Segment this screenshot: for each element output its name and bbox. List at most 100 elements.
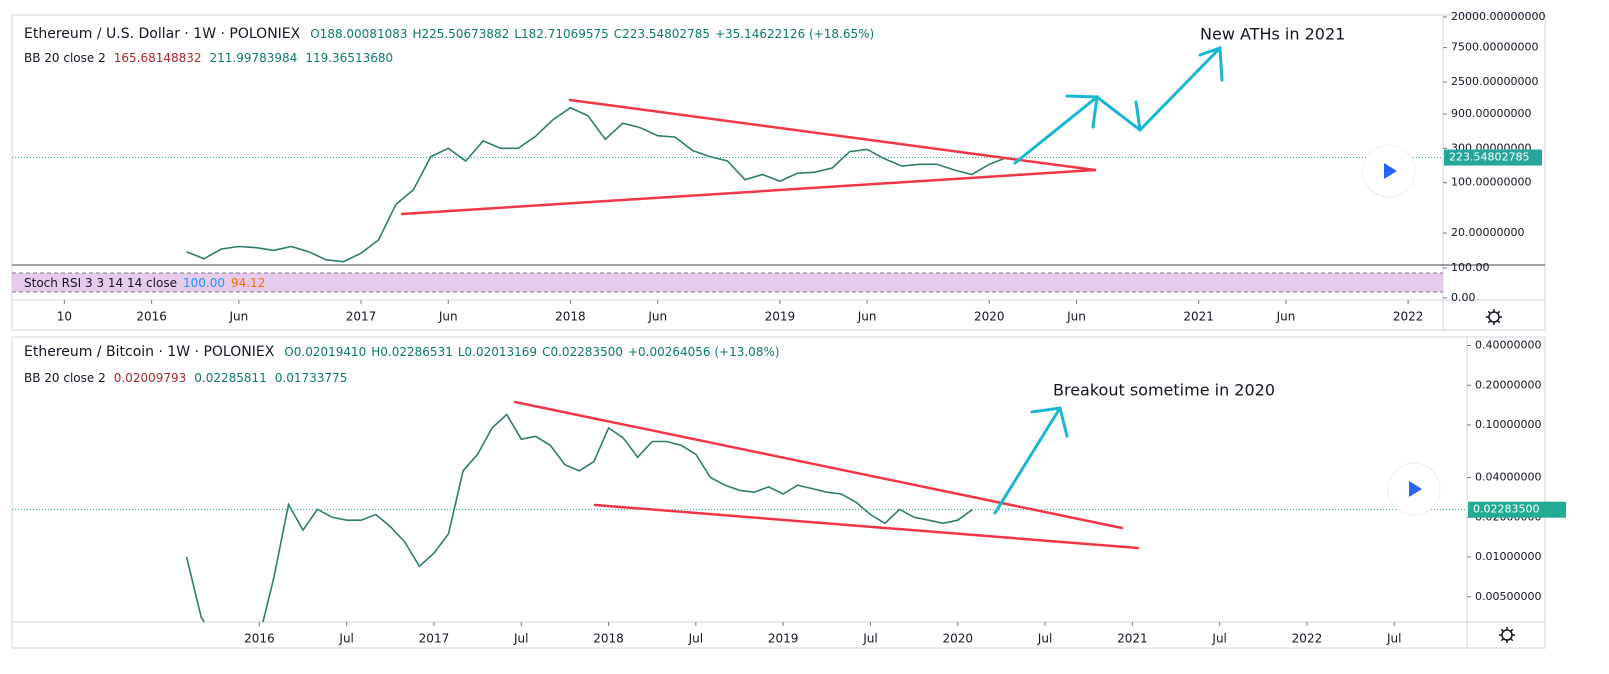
settings-button[interactable] [1499,627,1515,643]
oscillator-band [12,273,1443,292]
play-button[interactable] [1387,462,1441,516]
ohlc-value: O0.02019410 [284,345,366,359]
oscillator-name: Stoch RSI 3 3 14 14 close [24,276,177,290]
indicator-legend: BB 20 close 2 165.68148832 211.99783984 119… [24,51,393,65]
symbol-title: Ethereum / U.S. Dollar · 1W · POLONIEX [24,26,301,42]
x-tick-label: 2021 [1117,632,1148,646]
oscillator-value: 94.12 [231,276,265,290]
y-tick-label: 0.20000000 [1475,378,1541,391]
indicator-legend: BB 20 close 2 0.02009793 0.02285811 0.01733… [24,371,347,385]
indicator-value: 0.02009793 [114,371,187,385]
arrow-path [1013,46,1222,165]
x-tick-label: Jun [228,310,248,324]
ohlc-value: H0.02286531 [371,345,453,359]
y-tick-label: 900.00000000 [1451,107,1531,120]
x-tick-label: 2016 [244,632,275,646]
x-tick-label: Jul [513,632,528,646]
overlay: Stoch RSI 3 3 14 14 close 100.00 94.12223.… [24,26,1566,518]
x-tick-label: Jul [862,632,877,646]
oscillator-legend: Stoch RSI 3 3 14 14 close 100.00 94.12 [24,276,265,290]
ohlc-value: C0.02283500 [542,345,623,359]
last-value-badge [1468,501,1566,518]
x-tick-label: Jun [647,310,667,324]
indicator-name: BB 20 close 2 [24,51,106,65]
last-value-label: 0.02283500 [1473,503,1539,516]
y-tick-label: 20000.00000000 [1451,10,1545,23]
y-tick-label: 0.10000000 [1475,418,1541,431]
y-tick-label: 0.01000000 [1475,550,1541,563]
x-tick-label: 2021 [1183,310,1214,324]
x-tick-label: 2018 [555,310,586,324]
indicator-value: 211.99783984 [210,51,298,65]
x-tick-label: Jun [438,310,458,324]
indicator-value: 0.01733775 [275,371,348,385]
settings-button[interactable] [1486,309,1502,325]
x-tick-label: 2017 [346,310,377,324]
ohlc-value: C223.54802785 [614,27,710,41]
x-tick-label: Jul [688,632,703,646]
symbol-header: Ethereum / Bitcoin · 1W · POLONIEX O0.020… [24,344,780,360]
arrow-head [1065,94,1099,129]
y-tick-label: 7500.00000000 [1451,41,1538,54]
x-tick-label: 2022 [1393,310,1424,324]
x-tick-label: 2019 [765,310,796,324]
x-tick-label: Jul [338,632,353,646]
arrow-path [993,406,1062,515]
y-tick-label: 2500.00000000 [1451,75,1538,88]
indicator-value: 165.68148832 [114,51,202,65]
last-value-badge [1444,149,1542,166]
y-tick-label: 100.00 [1451,261,1490,274]
panel-frame [11,14,1546,331]
x-tick-label: 2020 [974,310,1005,324]
play-button[interactable] [1362,144,1416,198]
annotation: New ATHs in 2021 [1200,25,1345,44]
trendline [513,400,1124,530]
x-tick-label: Jun [857,310,877,324]
x-tick-label: Jul [1037,632,1052,646]
price-line [186,106,1007,263]
indicator-value: 119.36513680 [305,51,393,65]
arrow-head [1198,45,1224,82]
play-icon[interactable] [1384,163,1397,179]
last-value-label: 223.54802785 [1449,151,1529,164]
arrow-head [1030,406,1069,438]
ohlc-value: O188.00081083 [310,27,407,41]
drawings [400,45,1224,550]
ohlc-value: L182.71069575 [514,27,608,41]
trendline [593,503,1140,550]
y-tick-label: 0.40000000 [1475,339,1541,352]
x-tick-label: 2018 [593,632,624,646]
gear-teeth[interactable] [1486,309,1502,325]
x-tick-label: 10 [57,310,72,324]
y-tick-label: 20.00000000 [1451,226,1524,239]
indicator-value: 0.02285811 [194,371,267,385]
annotation: Breakout sometime in 2020 [1053,381,1275,400]
play-icon[interactable] [1409,481,1422,497]
plots [12,106,1467,622]
x-tick-label: Jul [1211,632,1226,646]
x-tick-label: 2019 [768,632,799,646]
trendline [400,168,1097,216]
layout: 100.00 0.00 20000.00000000 7500.00000000 250… [11,10,1546,649]
x-tick-label: Jun [1066,310,1086,324]
gear-teeth[interactable] [1499,627,1515,643]
x-tick-label: Jul [1386,632,1401,646]
y-tick-label: 0.00 [1451,291,1476,304]
x-tick-label: 2017 [419,632,450,646]
price-line [185,413,973,622]
ohlc-value: +35.14622126 (+18.65%) [715,27,874,41]
oscillator-value: 100.00 [183,276,225,290]
x-tick-label: 2022 [1292,632,1323,646]
y-tick-label: 0.00500000 [1475,590,1541,603]
y-tick-label: 100.00000000 [1451,176,1531,189]
x-tick-label: Jun [1276,310,1296,324]
x-tick-label: 2016 [136,310,167,324]
ohlc-value: H225.50673882 [412,27,509,41]
ohlc-value: +0.00264056 (+13.08%) [628,345,780,359]
symbol-title: Ethereum / Bitcoin · 1W · POLONIEX [24,344,275,360]
indicator-name: BB 20 close 2 [24,371,106,385]
y-tick-label: 0.04000000 [1475,471,1541,484]
ohlc-value: L0.02013169 [458,345,537,359]
